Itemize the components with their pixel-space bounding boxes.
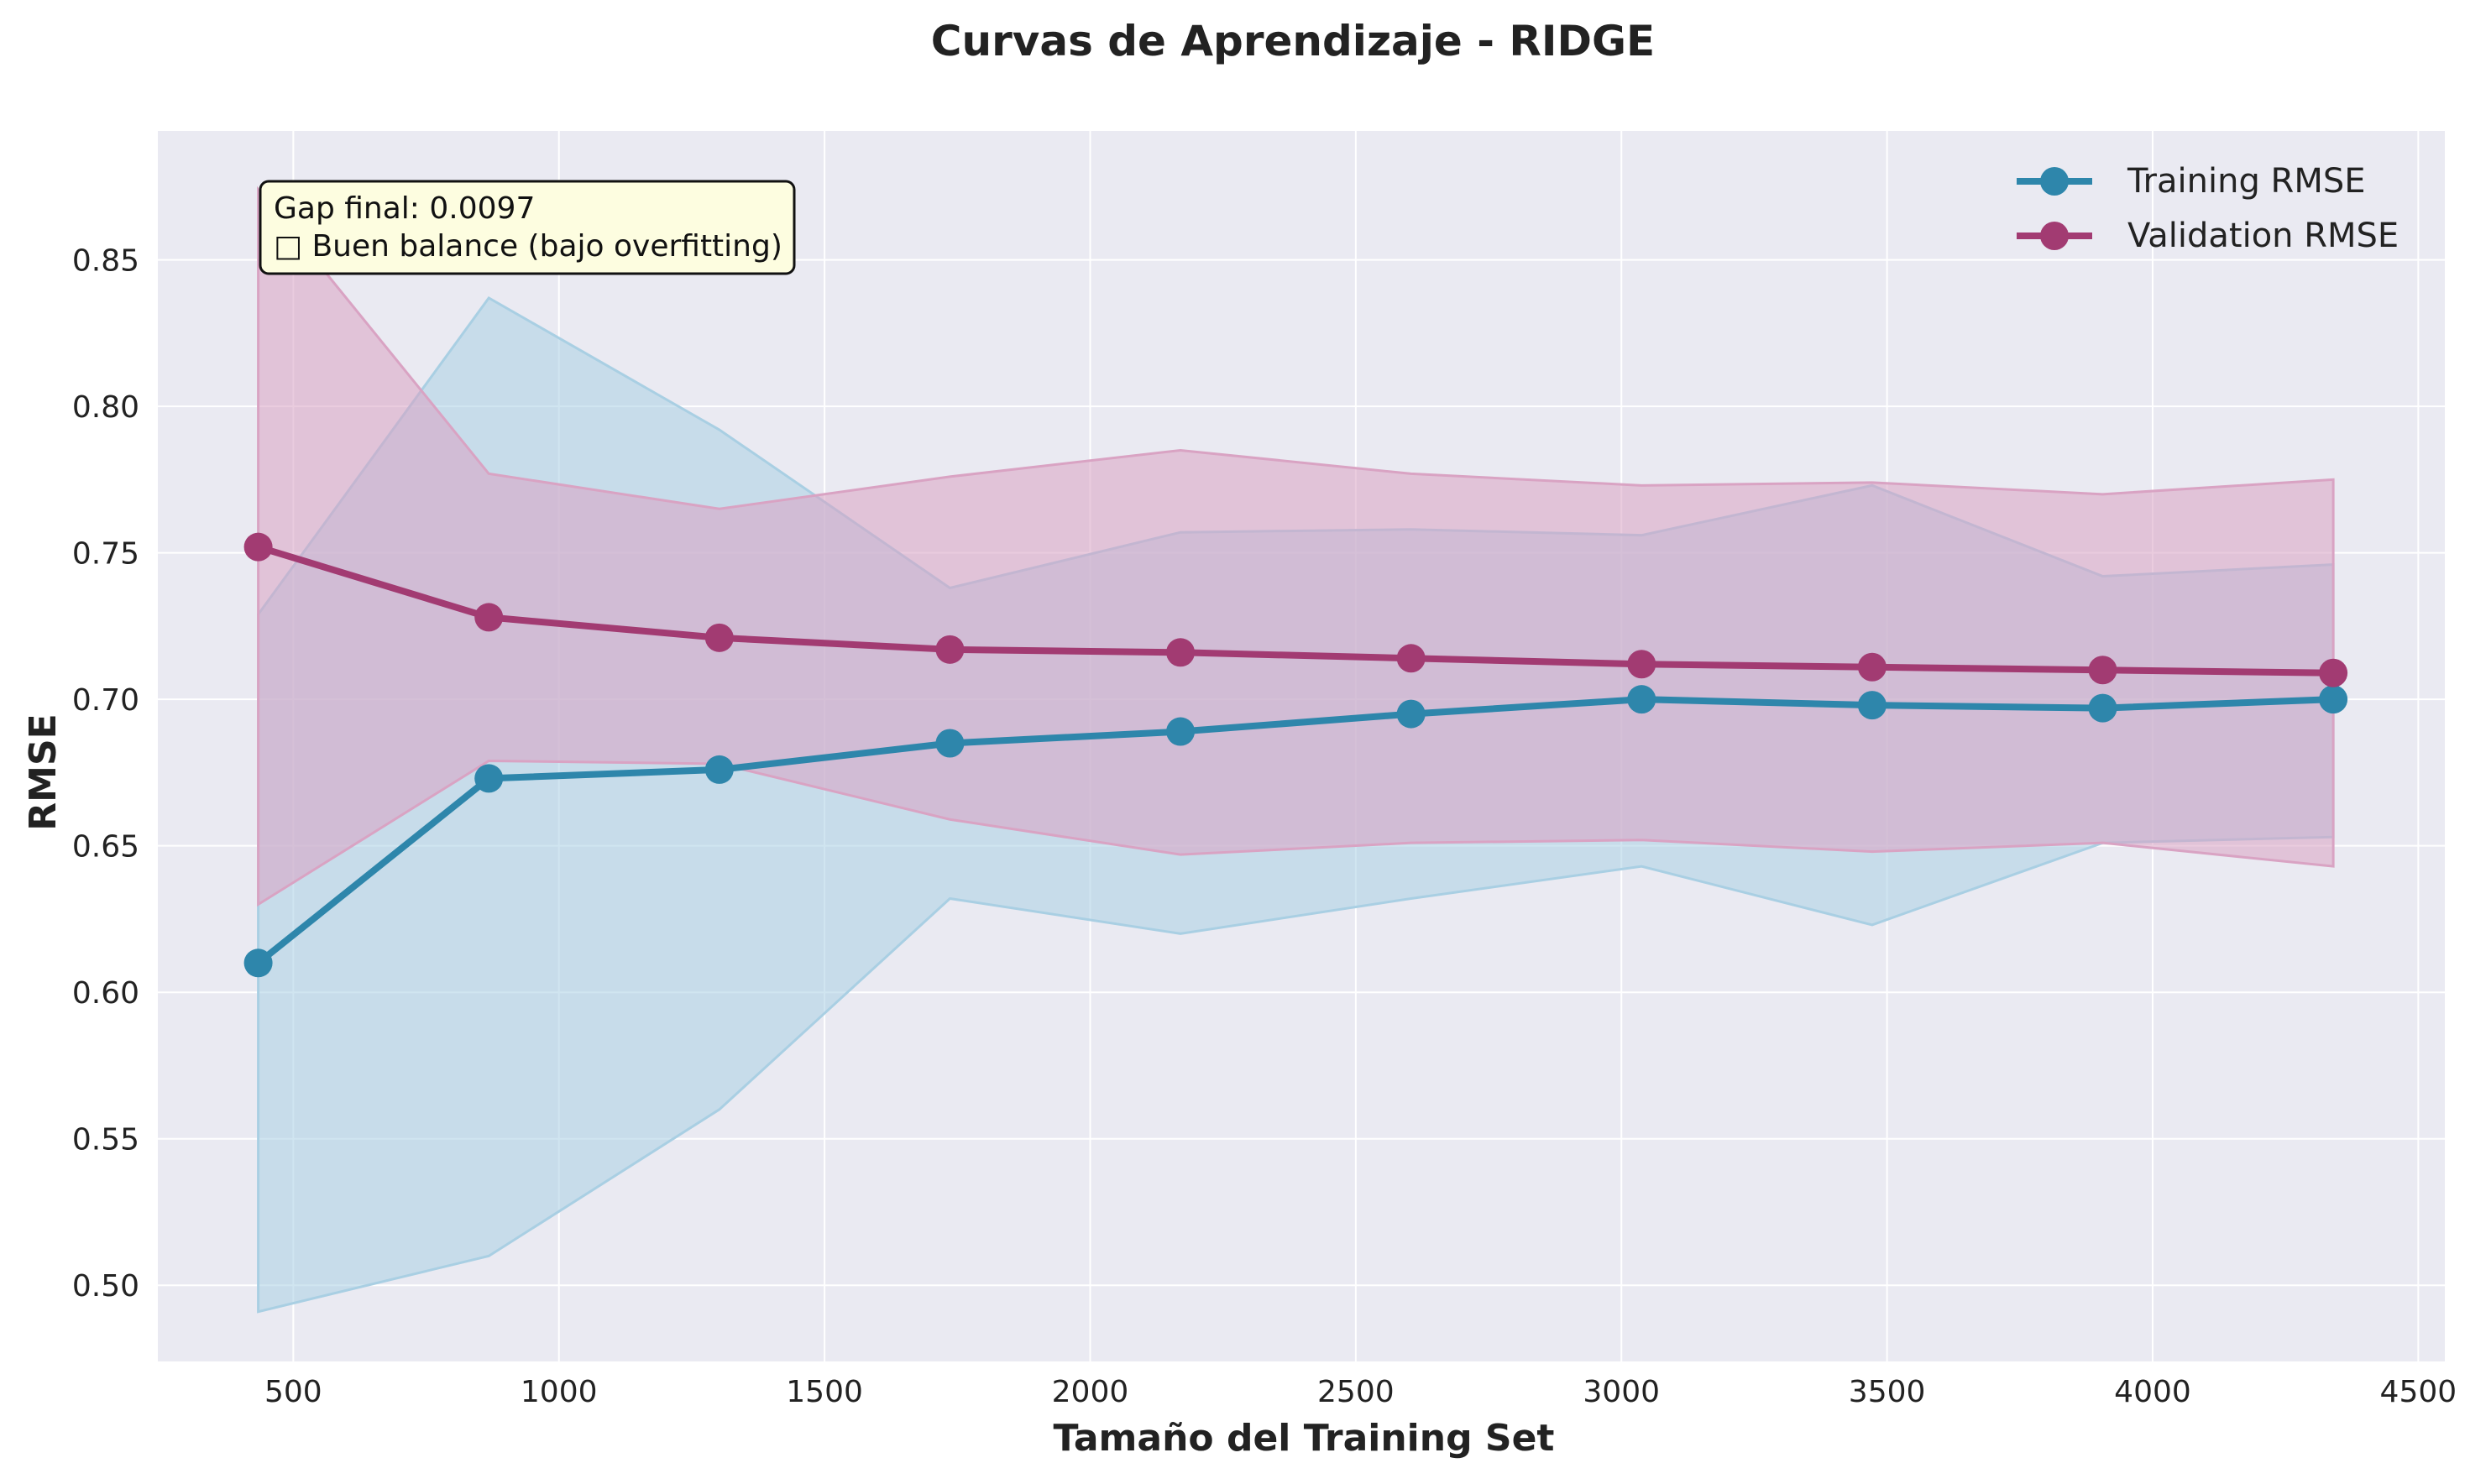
point-series-1 bbox=[1396, 644, 1426, 673]
y-tick-label: 0.55 bbox=[72, 1123, 139, 1157]
point-series-1 bbox=[2088, 656, 2117, 685]
point-series-0 bbox=[243, 948, 273, 978]
y-tick-label: 0.65 bbox=[72, 830, 139, 865]
y-tick-label: 0.50 bbox=[72, 1269, 139, 1304]
line-series-0 bbox=[256, 696, 2334, 966]
legend-marker-training bbox=[2040, 167, 2069, 196]
y-tick-label: 0.85 bbox=[72, 244, 139, 279]
x-tick-labels: 500 1000 1500 2000 2500 3000 3500 4000 4500 bbox=[264, 1375, 2457, 1409]
point-series-1 bbox=[474, 603, 504, 632]
y-tick-labels: 0.50 0.55 0.60 0.65 0.70 0.75 0.80 0.85 bbox=[72, 244, 139, 1304]
point-series-0 bbox=[1166, 717, 1196, 746]
x-tick-label: 3000 bbox=[1583, 1375, 1660, 1409]
legend-item-validation: Validation RMSE bbox=[2017, 217, 2399, 255]
point-series-1 bbox=[2319, 658, 2348, 687]
point-series-0 bbox=[1627, 685, 1656, 714]
x-tick-label: 1500 bbox=[786, 1375, 863, 1409]
legend-label-validation: Validation RMSE bbox=[2127, 217, 2399, 255]
y-tick-label: 0.80 bbox=[72, 390, 139, 425]
annotation-box: Gap final: 0.0097 □ Buen balance (bajo o… bbox=[259, 180, 796, 275]
y-axis-label: RMSE bbox=[22, 713, 65, 830]
point-series-1 bbox=[1166, 638, 1196, 667]
y-tick-label: 0.60 bbox=[72, 976, 139, 1011]
legend: Training RMSE Validation RMSE bbox=[2017, 162, 2399, 255]
x-axis-label: Tamaño del Training Set bbox=[1054, 1417, 1555, 1460]
point-series-1 bbox=[704, 623, 734, 652]
std-bands bbox=[257, 186, 2335, 1314]
series-points bbox=[243, 532, 2348, 978]
x-tick-label: 500 bbox=[264, 1375, 322, 1409]
line-series-1 bbox=[257, 543, 2334, 677]
point-series-0 bbox=[935, 729, 965, 758]
y-tick-label: 0.70 bbox=[72, 683, 139, 718]
x-tick-label: 4500 bbox=[2380, 1375, 2457, 1409]
point-series-0 bbox=[2088, 693, 2117, 723]
point-series-0 bbox=[704, 755, 734, 784]
point-series-1 bbox=[935, 635, 965, 664]
y-tick-label: 0.75 bbox=[72, 537, 139, 572]
point-series-0 bbox=[474, 764, 504, 793]
legend-label-training: Training RMSE bbox=[2127, 162, 2366, 201]
point-series-1 bbox=[1627, 650, 1656, 679]
x-tick-label: 1000 bbox=[521, 1375, 598, 1409]
annotation-gap-text: Gap final: 0.0097 bbox=[274, 191, 535, 226]
x-tick-label: 2000 bbox=[1052, 1375, 1129, 1409]
band-series-1 bbox=[257, 186, 2335, 907]
point-series-0 bbox=[1857, 691, 1887, 720]
point-series-0 bbox=[2319, 685, 2348, 714]
point-series-0 bbox=[1396, 699, 1426, 729]
chart-title: Curvas de Aprendizaje - RIDGE bbox=[931, 17, 1655, 65]
point-series-1 bbox=[1857, 652, 1887, 682]
legend-item-training: Training RMSE bbox=[2017, 162, 2366, 201]
legend-marker-validation bbox=[2040, 222, 2069, 250]
x-tick-label: 2500 bbox=[1317, 1375, 1395, 1409]
annotation-balance-text: □ Buen balance (bajo overfitting) bbox=[274, 229, 782, 264]
x-tick-label: 4000 bbox=[2114, 1375, 2191, 1409]
series-lines bbox=[256, 543, 2334, 966]
x-tick-label: 3500 bbox=[1849, 1375, 1926, 1409]
point-series-1 bbox=[243, 532, 273, 562]
